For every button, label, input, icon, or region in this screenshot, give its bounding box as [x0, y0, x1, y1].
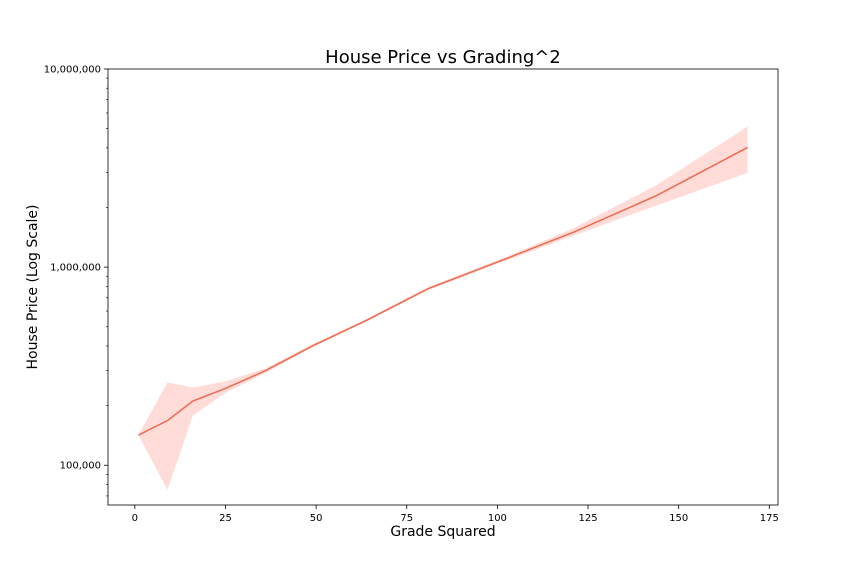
y-tick-label: 100,000 — [60, 461, 101, 472]
y-tick-label: 10,000,000 — [44, 65, 101, 76]
x-tick-label: 50 — [310, 513, 323, 524]
axes-frame — [107, 68, 779, 506]
confidence-band — [138, 126, 748, 490]
x-tick-label: 175 — [760, 513, 779, 524]
plot-area — [138, 126, 748, 490]
x-tick-label: 0 — [132, 513, 138, 524]
y-axis: 100,000 1,000,000 10,000,000 — [44, 65, 108, 497]
x-axis: 0 25 50 75 100 125 150 175 — [132, 505, 779, 524]
x-axis-title: Grade Squared — [390, 524, 495, 540]
x-tick-label: 100 — [488, 513, 507, 524]
y-tick-label: 1,000,000 — [50, 263, 101, 274]
y-axis-title: House Price (Log Scale) — [25, 205, 41, 370]
x-tick-label: 150 — [669, 513, 688, 524]
x-tick-label: 75 — [400, 513, 413, 524]
x-tick-label: 25 — [219, 513, 232, 524]
chart-title: House Price vs Grading^2 — [325, 47, 561, 68]
x-tick-label: 125 — [578, 513, 597, 524]
series-line — [138, 146, 748, 436]
